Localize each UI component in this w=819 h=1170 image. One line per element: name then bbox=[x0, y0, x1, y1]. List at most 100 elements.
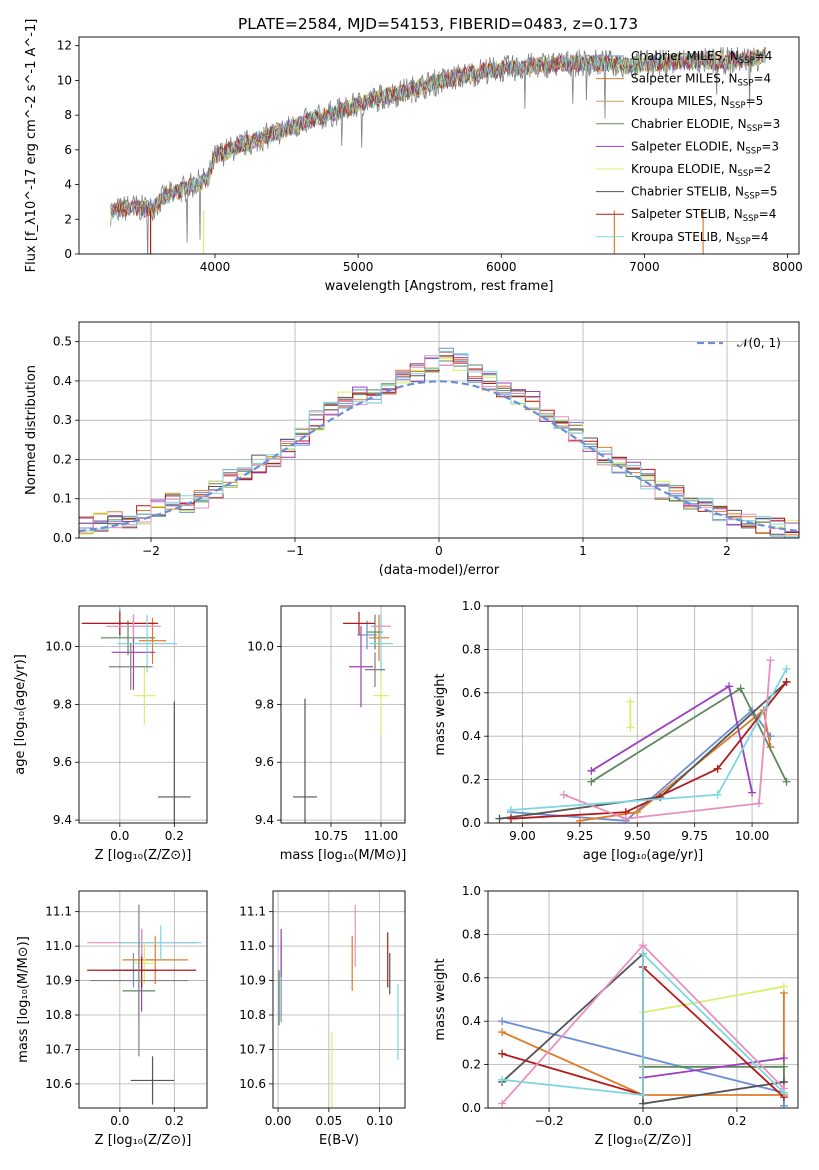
mass-weight-marker bbox=[498, 1075, 507, 1084]
mass-weight-marker bbox=[779, 1101, 788, 1108]
spectrum-ylabel: Flux [f_λ10^-17 erg cm^-2 s^-1 A^-1] bbox=[24, 19, 39, 273]
y-tick-label: 0.2 bbox=[462, 1058, 481, 1072]
mass-weight-marker bbox=[766, 656, 775, 665]
mass-weight-marker bbox=[713, 764, 722, 773]
y-tick-label: 9.4 bbox=[53, 813, 72, 827]
y-tick-label: 10.9 bbox=[45, 974, 72, 988]
mass-vs-EBV-xlabel: E(B-V) bbox=[319, 1133, 359, 1148]
mass-weight-marker bbox=[779, 1062, 788, 1071]
legend-entry-label: 𝒩(0, 1) bbox=[737, 336, 781, 350]
x-tick-label: 9.75 bbox=[681, 829, 708, 843]
mass-weight-marker bbox=[626, 723, 635, 732]
mass-weight-marker bbox=[498, 1099, 507, 1108]
x-tick-label: 0.05 bbox=[315, 1114, 342, 1128]
mass-vs-Z-axes: 0.0 0.2 10.6 10.7 10.8 10.9 11.0 11.1 bbox=[45, 891, 207, 1128]
age-vs-mass-xlabel: mass [log₁₀(M/M⊙)] bbox=[280, 848, 407, 863]
age-vs-mass-axes: 10.75 11.00 9.4 9.6 9.8 10.0 bbox=[247, 606, 405, 843]
x-tick-label: 10.00 bbox=[735, 829, 769, 843]
mass-weight-line bbox=[642, 985, 785, 1014]
y-tick-label: 1.0 bbox=[462, 599, 481, 613]
mass-weight-marker bbox=[506, 814, 515, 823]
weight-vs-Z-xlabel: Z [log₁₀(Z/Z⊙)] bbox=[595, 1133, 692, 1148]
mass-weight-marker bbox=[559, 790, 568, 799]
y-tick-label: 0 bbox=[64, 247, 72, 261]
y-tick-label: 12 bbox=[57, 39, 72, 53]
y-tick-label: 9.4 bbox=[255, 813, 274, 827]
mass-vs-Z-xlabel: Z [log₁₀(Z/Z⊙)] bbox=[95, 1133, 192, 1148]
weight-vs-age-ylabel: mass weight bbox=[433, 673, 448, 755]
legend-entry-label: Chabrier MILES, NSSP=4 bbox=[631, 49, 772, 66]
mass-weight-marker bbox=[498, 1028, 507, 1037]
mass-weight-marker bbox=[725, 682, 734, 691]
mass-vs-Z-ylabel: mass [log₁₀(M/M⊙)] bbox=[16, 936, 31, 1063]
y-tick-label: 2 bbox=[64, 212, 72, 226]
mass-weight-line bbox=[590, 687, 788, 783]
age-vs-mass-points bbox=[293, 611, 393, 823]
figure-title: PLATE=2584, MJD=54153, FIBERID=0483, z=0… bbox=[238, 15, 638, 33]
mass-weight-line bbox=[501, 993, 785, 1096]
histogram-group bbox=[79, 347, 799, 538]
x-tick-label: 0 bbox=[435, 544, 443, 558]
mass-weight-marker bbox=[782, 677, 791, 686]
legend-entry-label: Kroupa MILES, NSSP=5 bbox=[631, 94, 763, 111]
y-tick-label: 10.8 bbox=[45, 1008, 72, 1022]
residual-histogram-step bbox=[79, 350, 799, 538]
y-tick-label: 0.0 bbox=[53, 531, 72, 545]
normal-distribution-curve bbox=[79, 380, 799, 533]
mass-weight-marker bbox=[782, 777, 791, 786]
spectrum-lines bbox=[110, 46, 767, 254]
weight-vs-age-axes: 9.00 9.25 9.50 9.75 10.00 0.0 0.2 0.4 0.6 0.8 1.0 bbox=[462, 599, 798, 843]
y-tick-label: 0.2 bbox=[462, 773, 481, 787]
mass-weight-marker bbox=[506, 805, 515, 814]
mass-vs-Z-frame bbox=[78, 890, 208, 1109]
spectrum-legend: Chabrier MILES, NSSP=4 Salpeter MILES, NS… bbox=[596, 49, 780, 247]
y-tick-label: 11.1 bbox=[45, 905, 72, 919]
y-tick-label: 10.8 bbox=[239, 1008, 266, 1022]
mass-weight-marker bbox=[587, 777, 596, 786]
x-tick-label: −2 bbox=[142, 544, 160, 558]
x-tick-label: 0.00 bbox=[265, 1114, 292, 1128]
residuals-frame bbox=[78, 321, 800, 539]
x-tick-label: 7000 bbox=[629, 260, 660, 274]
mass-weight-line bbox=[510, 681, 788, 820]
x-tick-label: 4000 bbox=[200, 260, 231, 274]
y-tick-label: 11.1 bbox=[239, 905, 266, 919]
y-tick-label: 9.6 bbox=[53, 755, 72, 769]
mass-vs-EBV-frame bbox=[272, 890, 406, 1109]
x-tick-label: 2 bbox=[723, 544, 731, 558]
mass-weight-line bbox=[502, 951, 785, 1097]
y-tick-label: 1.0 bbox=[462, 884, 481, 898]
mass-weight-line bbox=[642, 1057, 785, 1079]
x-tick-label: 0.2 bbox=[165, 1114, 184, 1128]
x-tick-label: 0.0 bbox=[110, 829, 129, 843]
x-tick-label: 0.0 bbox=[633, 1114, 652, 1128]
y-tick-label: 10.7 bbox=[239, 1042, 266, 1056]
y-tick-label: 4 bbox=[64, 178, 72, 192]
mass-weight-marker bbox=[639, 1090, 647, 1099]
mass-weight-marker bbox=[639, 1099, 647, 1108]
y-tick-label: 10.0 bbox=[45, 640, 72, 654]
residuals-xlabel: (data-model)/error bbox=[379, 563, 500, 578]
x-tick-label: 0.0 bbox=[110, 1114, 129, 1128]
y-tick-label: 0.1 bbox=[53, 492, 72, 506]
y-tick-label: 6 bbox=[64, 143, 72, 157]
mass-weight-marker bbox=[495, 814, 504, 823]
y-tick-label: 9.8 bbox=[53, 697, 72, 711]
mass-vs-EBV-points bbox=[278, 904, 399, 1108]
mass-vs-Z-points bbox=[87, 904, 202, 1105]
y-tick-label: 11.0 bbox=[45, 939, 72, 953]
mass-weight-marker bbox=[748, 788, 757, 797]
weight-vs-Z-ylabel: mass weight bbox=[433, 958, 448, 1040]
residual-histogram-step bbox=[79, 351, 799, 534]
y-tick-label: 10.6 bbox=[45, 1077, 72, 1091]
weight-vs-age-lines bbox=[495, 656, 791, 823]
mass-weight-marker bbox=[639, 941, 647, 950]
mass-weight-marker bbox=[621, 814, 630, 823]
x-tick-label: 0.2 bbox=[727, 1114, 746, 1128]
spectrum-frame bbox=[78, 36, 800, 255]
weight-vs-age-xlabel: age [log₁₀(age/yr)] bbox=[583, 848, 704, 863]
x-tick-label: −1 bbox=[286, 544, 304, 558]
x-tick-label: 6000 bbox=[486, 260, 517, 274]
mass-weight-marker bbox=[498, 1017, 507, 1026]
